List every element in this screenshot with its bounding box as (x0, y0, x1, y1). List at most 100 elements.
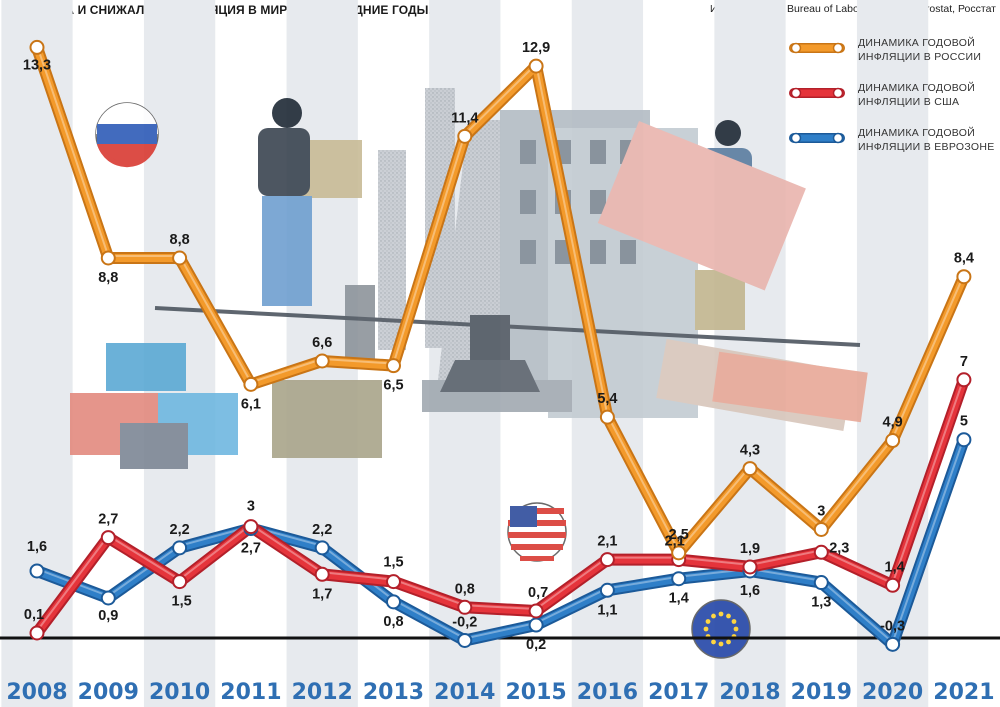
legend-swatch-point (832, 42, 844, 54)
data-label: 1,5 (383, 555, 403, 571)
x-tick-label: 2019 (791, 680, 852, 705)
data-label: 3 (247, 499, 255, 515)
man-illustration-right (597, 120, 806, 330)
data-point (956, 372, 972, 388)
data-label: 1,7 (312, 586, 332, 602)
data-point (386, 594, 401, 610)
x-tick-label: 2017 (648, 680, 709, 705)
data-label: 1,3 (811, 595, 831, 611)
data-label: 1,6 (27, 539, 47, 555)
data-label: 13,3 (23, 57, 51, 73)
legend-swatch-point (790, 87, 802, 99)
data-label: 1,5 (172, 594, 192, 610)
data-point (528, 603, 544, 619)
x-tick-label: 2011 (220, 680, 281, 705)
data-point (172, 574, 188, 590)
data-label: 2,1 (597, 534, 617, 550)
data-label: 8,4 (954, 251, 974, 267)
data-point (243, 519, 259, 535)
legend-label: ДИНАМИКА ГОДОВОЙ (858, 81, 975, 94)
legend-label: ИНФЛЯЦИИ В РОССИИ (858, 51, 981, 63)
series-line (33, 435, 968, 649)
data-label: 6,5 (383, 378, 403, 394)
data-label: 6,6 (312, 335, 332, 351)
banknotes-illustration (656, 338, 868, 432)
data-label: 0,8 (455, 581, 475, 597)
data-point (29, 625, 45, 641)
eu-flag-icon (691, 599, 751, 659)
data-point (528, 58, 544, 74)
data-point (29, 39, 45, 55)
data-point (813, 521, 829, 537)
legend-swatch-point (790, 42, 802, 54)
data-label: 8,8 (170, 232, 190, 248)
series-line-highlight (36, 377, 965, 632)
data-point (314, 540, 330, 556)
legend-label: ИНФЛЯЦИИ В ЕВРОЗОНЕ (858, 141, 995, 153)
data-label: 5 (960, 414, 968, 430)
data-label: 2,2 (170, 522, 190, 538)
data-label: -0,2 (452, 614, 477, 630)
series-line (33, 375, 968, 637)
data-point (813, 544, 829, 560)
data-label: 2,5 (669, 527, 689, 543)
data-point (314, 566, 330, 582)
series-line-highlight (36, 45, 965, 552)
data-label: -0,3 (880, 618, 905, 634)
legend-label: ДИНАМИКА ГОДОВОЙ (858, 126, 975, 139)
data-point (29, 563, 45, 579)
data-point (100, 590, 116, 606)
boxes-illustration (70, 140, 382, 469)
data-point (528, 617, 544, 633)
value-labels: 1,6 0,9 2,2 2,7 2,2 0,8 -0,2 0,2 1,1 1,4 1,6 1,3 -0,… (23, 40, 974, 653)
data-point (314, 353, 330, 369)
legend-swatch-point (832, 87, 844, 99)
series-line (33, 43, 968, 557)
data-label: 4,3 (740, 443, 760, 459)
russia-flag-icon (95, 102, 159, 168)
data-label: 0,2 (526, 637, 546, 653)
x-tick-label: 2012 (292, 680, 353, 705)
data-point (671, 571, 687, 587)
scale-illustration (154, 306, 861, 392)
data-point (457, 632, 473, 648)
usa-flag-icon (507, 502, 567, 562)
data-point (956, 269, 972, 285)
x-tick-label: 2015 (505, 680, 566, 705)
data-label: 11,4 (451, 110, 478, 126)
data-label: 0,9 (98, 608, 118, 624)
data-point (742, 461, 758, 477)
data-label: 2,3 (829, 540, 849, 556)
series-lines (31, 41, 970, 651)
data-point (813, 575, 829, 591)
data-point (885, 433, 901, 449)
data-point (671, 545, 687, 561)
data-label: 1,6 (740, 583, 760, 599)
data-label: 2,2 (312, 522, 332, 538)
data-label: 0,8 (383, 614, 403, 630)
data-point (243, 376, 259, 392)
data-label: 3 (817, 503, 825, 519)
x-tick-label: 2020 (862, 680, 923, 705)
data-label: 1,4 (885, 559, 905, 575)
x-tick-label: 2018 (719, 680, 780, 705)
data-label: 4,9 (883, 415, 903, 431)
data-label: 1,4 (669, 591, 689, 607)
data-point (100, 250, 116, 266)
data-label: 2,1 (665, 534, 685, 550)
legend-item: ДИНАМИКА ГОДОВОЙ ИНФЛЯЦИИ В ЕВРОЗОНЕ (789, 126, 995, 153)
x-tick-labels: 2008 2009 2010 2011 2012 2013 2014 2015 2016 2017… (6, 680, 994, 705)
x-tick-label: 2016 (577, 680, 638, 705)
x-tick-label: 2013 (363, 680, 424, 705)
data-label: 6,1 (241, 396, 261, 412)
x-tick-label: 2008 (6, 680, 67, 705)
background-illustration (70, 88, 868, 659)
man-illustration-left (258, 98, 312, 306)
data-label: 8,8 (98, 270, 118, 286)
data-label: 0,1 (24, 607, 44, 623)
data-point (100, 530, 116, 546)
data-label: 7 (960, 354, 968, 370)
legend-swatch-point (832, 132, 844, 144)
data-label: 1,9 (740, 541, 760, 557)
